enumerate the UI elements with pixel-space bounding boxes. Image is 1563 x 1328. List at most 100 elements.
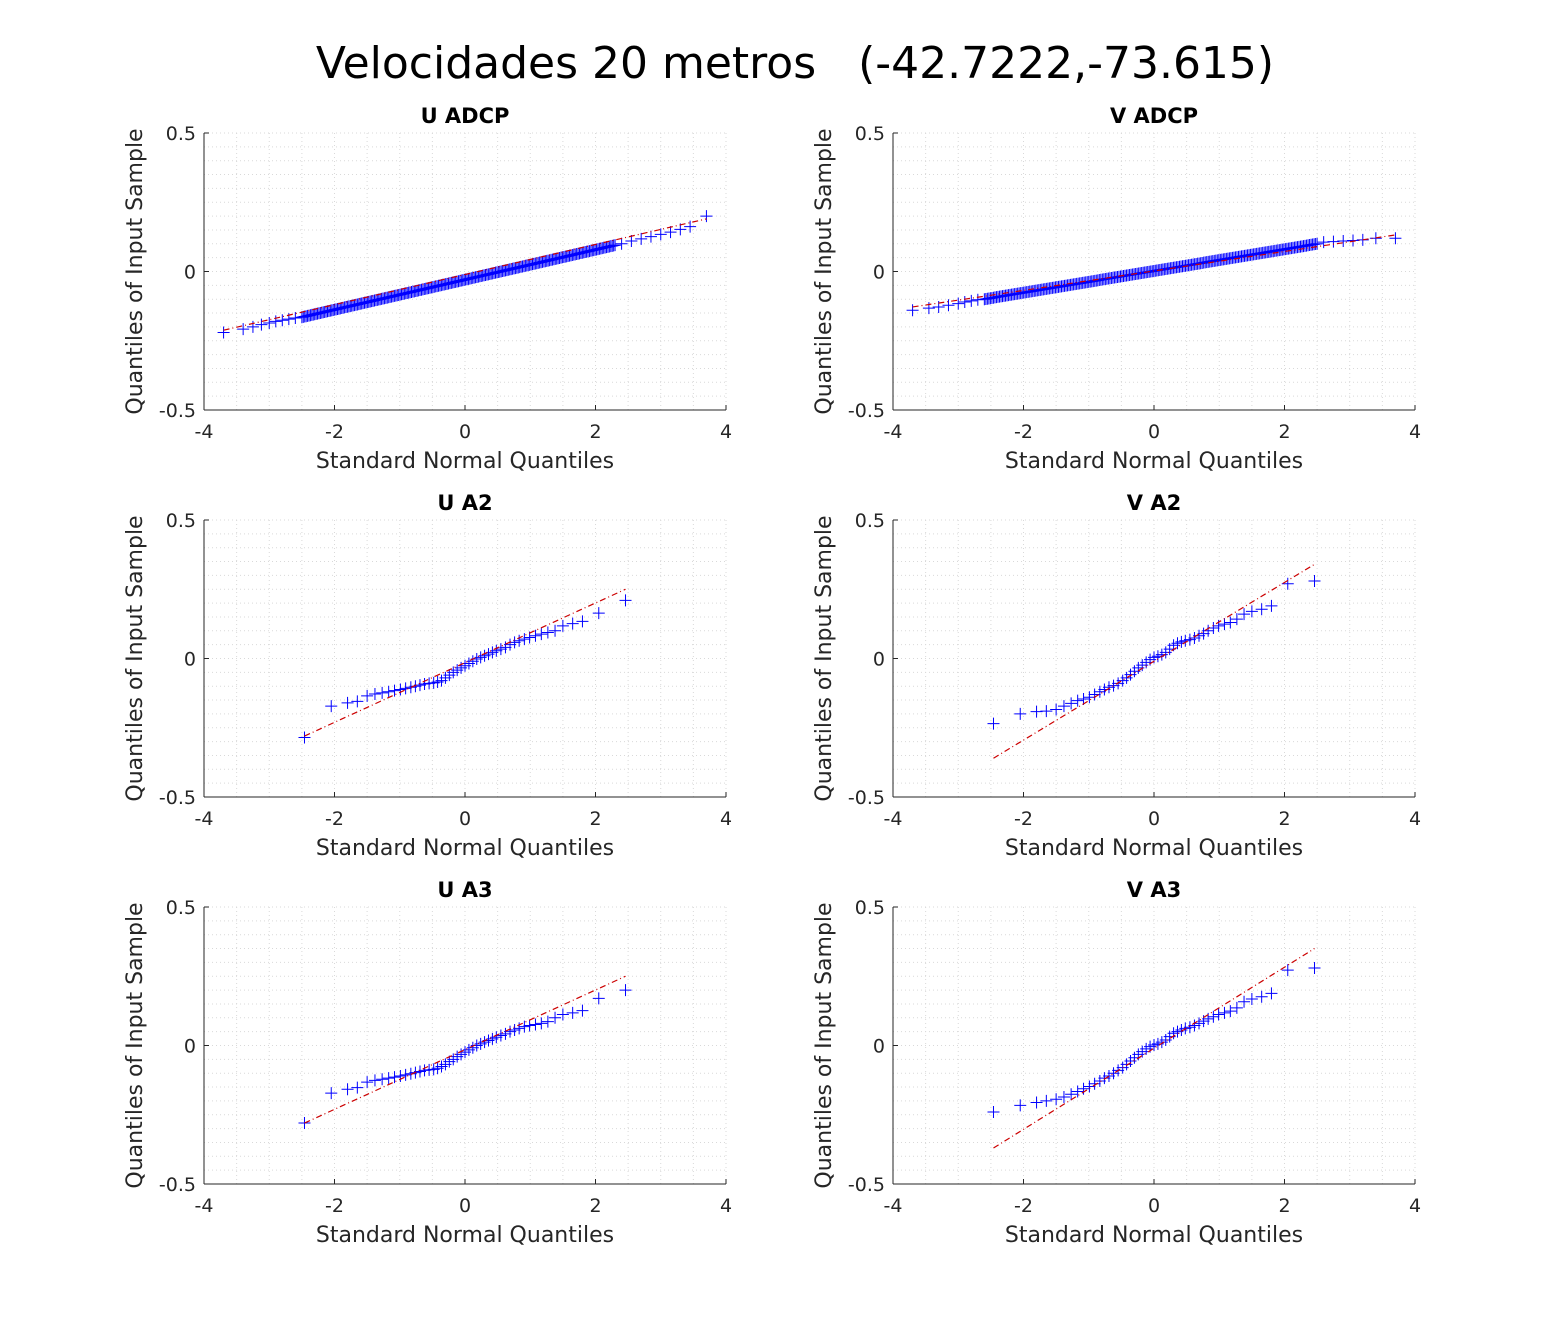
qq-point	[376, 686, 389, 699]
qq-point	[1183, 633, 1196, 646]
qq-point	[1337, 235, 1350, 248]
qq-point	[423, 1063, 436, 1076]
qq-point	[490, 1031, 503, 1044]
y-tick-label: -0.5	[848, 400, 885, 422]
qq-point	[958, 295, 971, 308]
qq-point	[1057, 1091, 1070, 1104]
qq-point	[1317, 236, 1330, 249]
qq-point	[615, 237, 628, 250]
qq-point	[523, 1019, 536, 1032]
qq-point	[1188, 1019, 1201, 1032]
x-tick-label: -2	[1014, 808, 1033, 830]
qq-point	[625, 235, 638, 248]
qq-point	[388, 684, 401, 697]
qq-point	[635, 232, 648, 245]
x-tick-label: -4	[884, 1195, 903, 1217]
qq-point	[263, 317, 276, 330]
qq-point	[556, 619, 569, 632]
qq-point	[987, 1105, 1000, 1118]
qq-point	[351, 695, 364, 708]
qq-point	[644, 230, 657, 243]
qq-point	[619, 594, 632, 607]
qq-point	[1265, 599, 1278, 612]
x-tick-label: -4	[884, 421, 903, 443]
qq-point	[1255, 603, 1268, 616]
x-tick-label: 4	[1409, 421, 1421, 443]
qq-point	[1281, 964, 1294, 977]
reference-line	[223, 218, 707, 331]
x-axis-label: Standard Normal Quantiles	[316, 449, 614, 474]
y-axis-label: Quantiles of Input Sample	[123, 128, 148, 414]
qq-panel-2: -4 -2 0 2 4 -0.5 0 0.5 V ADCP Standard Normal Qua…	[812, 104, 1421, 474]
x-axis-label: Standard Normal Quantiles	[1005, 449, 1303, 474]
qq-point	[518, 633, 531, 646]
qq-point	[609, 239, 622, 252]
qq-point	[1238, 995, 1251, 1008]
qq-point	[1193, 629, 1206, 642]
qq-point	[237, 323, 250, 336]
qq-point	[1102, 1069, 1115, 1082]
y-axis-label: Quantiles of Input Sample	[123, 902, 148, 1188]
qq-point	[499, 1027, 512, 1040]
qq-point	[1179, 634, 1192, 647]
y-tick-label: -0.5	[159, 787, 196, 809]
qq-point	[566, 617, 579, 630]
qq-point	[418, 677, 431, 690]
x-tick-label: 0	[1148, 421, 1160, 443]
qq-point	[1077, 692, 1090, 705]
qq-point	[987, 717, 1000, 730]
qq-point	[1093, 1074, 1106, 1087]
qq-point	[1098, 683, 1111, 696]
qq-point	[1030, 1096, 1043, 1109]
qq-point	[1014, 1099, 1027, 1112]
qq-point	[952, 297, 965, 310]
qq-point	[1245, 992, 1258, 1005]
reference-line	[912, 234, 1396, 308]
qq-point	[1389, 232, 1402, 245]
qq-point	[1040, 1094, 1053, 1107]
y-tick-label: -0.5	[159, 1174, 196, 1196]
qq-markers	[987, 574, 1321, 730]
qq-point	[1098, 1072, 1111, 1085]
x-axis-label: Standard Normal Quantiles	[316, 836, 614, 861]
x-tick-label: 4	[720, 808, 732, 830]
x-tick-label: -2	[325, 808, 344, 830]
qq-point	[1238, 608, 1251, 621]
y-tick-label: 0	[184, 649, 196, 671]
y-tick-label: 0.5	[855, 897, 885, 919]
qq-point	[1224, 1005, 1237, 1018]
qq-point	[508, 1023, 521, 1036]
qq-point	[700, 210, 713, 223]
x-tick-label: -4	[195, 421, 214, 443]
qq-point	[255, 318, 268, 331]
qq-point	[1212, 1008, 1225, 1021]
qq-point	[965, 294, 978, 307]
qq-point	[541, 626, 554, 639]
x-tick-label: 4	[1409, 808, 1421, 830]
qq-point	[504, 1025, 517, 1038]
qq-point	[1218, 618, 1231, 631]
qq-point	[556, 1008, 569, 1021]
qq-point	[513, 634, 526, 647]
qq-point	[654, 228, 667, 241]
qq-point	[1218, 1006, 1231, 1019]
qq-point	[664, 226, 677, 239]
qq-point	[1050, 1093, 1063, 1106]
qq-point	[1040, 705, 1053, 718]
x-tick-label: 0	[459, 421, 471, 443]
qq-point	[566, 1006, 579, 1019]
qq-panel-5: -4 -2 0 2 4 -0.5 0 0.5 U A3 Standard Normal Quant…	[123, 878, 732, 1248]
qq-point	[906, 304, 919, 317]
qq-markers	[298, 984, 632, 1130]
x-tick-label: 2	[1278, 808, 1290, 830]
qq-point	[217, 326, 230, 339]
y-tick-label: 0.5	[855, 123, 885, 145]
x-tick-label: 0	[459, 1195, 471, 1217]
x-tick-label: 4	[720, 1195, 732, 1217]
y-axis-label: Quantiles of Input Sample	[812, 902, 837, 1188]
qq-point	[382, 1072, 395, 1085]
qq-point	[1057, 700, 1070, 713]
qq-point	[325, 700, 338, 713]
y-tick-label: 0	[184, 262, 196, 284]
qq-panel-4: -4 -2 0 2 4 -0.5 0 0.5 V A2 Standard Normal Quant…	[812, 491, 1421, 861]
